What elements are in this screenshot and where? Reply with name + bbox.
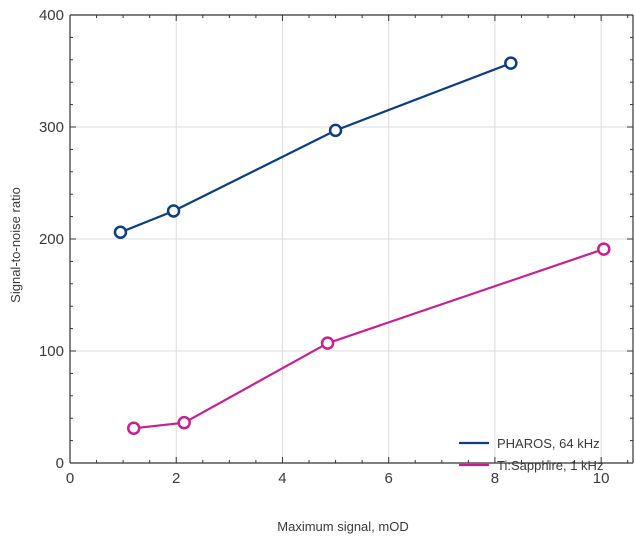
data-point — [113, 225, 128, 240]
series-line — [120, 62, 512, 234]
x-axis-title: Maximum signal, mOD — [277, 519, 408, 534]
x-tick-label: 2 — [172, 470, 180, 487]
y-tick-label: 0 — [56, 455, 64, 472]
data-point — [328, 123, 343, 138]
y-tick-label: 200 — [39, 231, 64, 248]
data-point — [504, 56, 518, 70]
x-tick-label: 6 — [385, 470, 393, 487]
y-axis-title: Signal-to-noise ratio — [8, 187, 23, 303]
x-tick-label: 4 — [278, 470, 286, 487]
y-tick-label: 400 — [39, 7, 64, 24]
data-point — [177, 415, 191, 430]
legend: PHAROS, 64 kHz Ti:Sapphire, 1 kHz — [459, 436, 603, 473]
grid — [70, 14, 633, 463]
x-tick-label: 10 — [593, 470, 610, 487]
series-line — [133, 248, 605, 430]
data-point — [320, 336, 335, 350]
legend-label: PHAROS, 64 kHz — [497, 436, 600, 451]
series-0 — [113, 56, 518, 240]
x-tick-label: 0 — [66, 470, 74, 487]
x-tick-label: 8 — [491, 470, 499, 487]
series-1 — [126, 242, 611, 436]
data-point — [166, 204, 181, 218]
y-tick-label: 100 — [39, 343, 64, 360]
legend-label: Ti:Sapphire, 1 kHz — [497, 458, 603, 473]
y-tick-label: 300 — [39, 119, 64, 136]
series — [113, 56, 611, 436]
data-point — [597, 242, 611, 256]
data-point — [126, 421, 141, 436]
